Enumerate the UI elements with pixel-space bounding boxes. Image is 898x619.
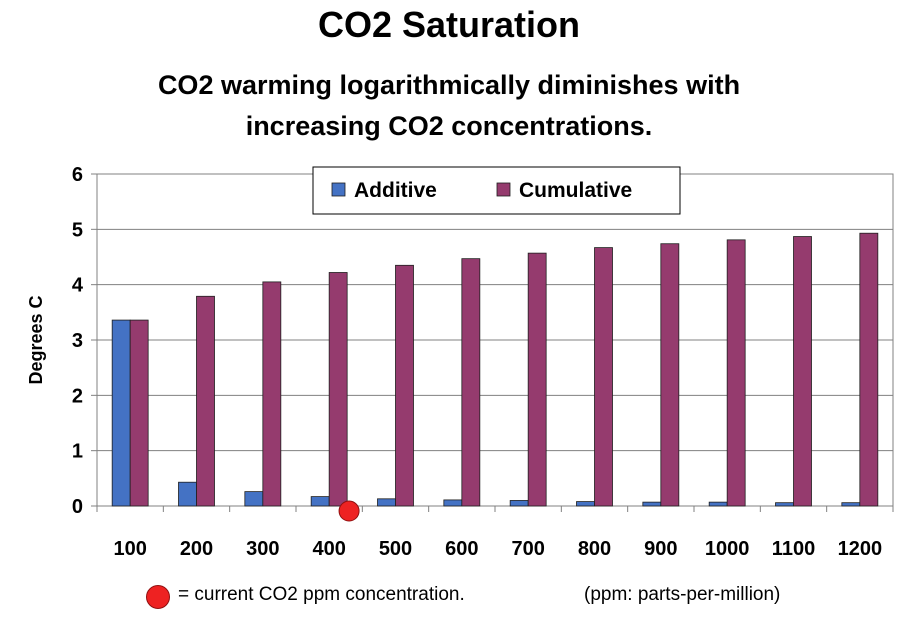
x-tick-label: 1100 [772, 538, 815, 560]
footnote-marker-text: = current CO2 ppm concentration. [178, 584, 465, 605]
x-tick-label: 500 [379, 538, 412, 560]
y-tick-label: 5 [72, 219, 83, 241]
bar-additive [841, 502, 861, 507]
current-concentration-marker-icon [146, 585, 170, 609]
x-tick-label: 600 [445, 538, 478, 560]
y-tick-label: 2 [72, 385, 83, 407]
y-tick-label: 1 [72, 441, 83, 463]
chart-title: CO2 Saturation [317, 4, 581, 45]
bar-additive [111, 319, 131, 507]
y-tick-label: 4 [72, 275, 84, 297]
current-concentration-marker [338, 500, 360, 522]
x-tick-label: 300 [246, 538, 279, 560]
x-tick-label: 700 [511, 538, 544, 560]
bar-cumulative [328, 272, 348, 507]
bar-cumulative [129, 319, 149, 507]
bar-additive [178, 481, 197, 507]
x-tick-label: 800 [578, 538, 611, 560]
y-axis-label: Degrees C [26, 295, 46, 384]
bar-cumulative [196, 295, 215, 507]
legend [312, 166, 681, 215]
bar-cumulative [527, 252, 547, 507]
x-tick-label: 100 [113, 538, 146, 560]
legend-swatch-cumulative [496, 182, 511, 197]
bar-cumulative [726, 239, 746, 507]
x-tick-label: 900 [644, 538, 677, 560]
x-tick-label: 200 [180, 538, 213, 560]
bar-cumulative [461, 258, 481, 507]
bar-cumulative [594, 247, 613, 507]
chart-subtitle-line-2: increasing CO2 concentrations. [245, 111, 653, 141]
bar-additive [775, 502, 794, 507]
bar-additive [708, 501, 728, 507]
bar-additive [377, 498, 396, 507]
bar-chart: 0 1 2 3 4 5 6 Degrees C 100 200 300 400 500 600 700 800… [26, 164, 894, 560]
legend-swatch-additive [331, 182, 346, 197]
chart-subtitle-line-1: CO2 warming logarithmically diminishes w… [157, 70, 741, 100]
bar-additive [509, 500, 529, 507]
y-tick-label: 0 [72, 496, 83, 518]
bar-additive [576, 501, 595, 507]
footnote-units-text: (ppm: parts-per-million) [584, 584, 781, 605]
legend-label-cumulative: Cumulative [519, 179, 632, 202]
legend-label-additive: Additive [354, 179, 437, 202]
y-tick-label: 6 [72, 164, 83, 186]
bar-cumulative [660, 243, 680, 507]
x-tick-label: 400 [312, 538, 345, 560]
y-tick-label: 3 [72, 330, 83, 352]
bar-cumulative [793, 236, 812, 507]
x-tick-label: 1000 [705, 538, 750, 560]
bar-additive [443, 499, 463, 507]
bar-cumulative [262, 281, 282, 507]
bar-cumulative [395, 264, 414, 507]
bar-additive [642, 501, 662, 507]
bar-cumulative [859, 232, 879, 507]
bar-additive [244, 491, 264, 507]
bar-additive [310, 496, 330, 507]
x-tick-label: 1200 [838, 538, 883, 560]
